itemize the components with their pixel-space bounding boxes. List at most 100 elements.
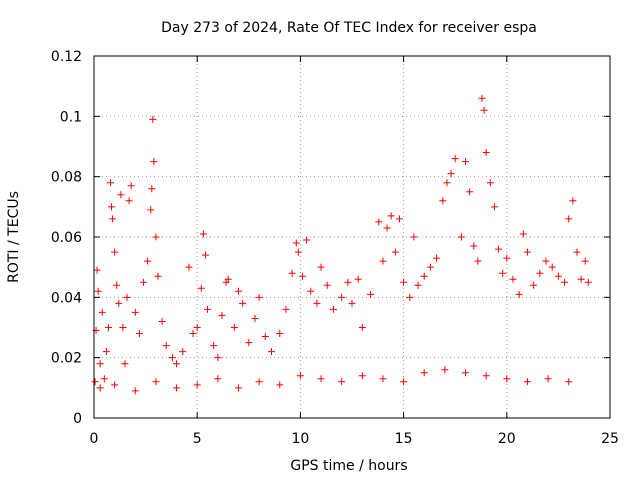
- data-point: [400, 378, 408, 386]
- y-tick-label: 0.1: [60, 109, 82, 125]
- data-point: [584, 278, 592, 286]
- data-point: [123, 293, 131, 301]
- x-tick-label: 20: [498, 431, 516, 447]
- data-point: [420, 272, 428, 280]
- data-point: [127, 182, 135, 190]
- data-point: [234, 287, 242, 295]
- data-point: [230, 324, 238, 331]
- data-point: [573, 248, 581, 256]
- data-point: [379, 375, 387, 383]
- y-tick-label: 0: [73, 411, 82, 427]
- data-point: [443, 179, 451, 187]
- data-point: [150, 158, 158, 166]
- data-point: [108, 203, 116, 211]
- data-point: [185, 263, 193, 271]
- data-point: [395, 215, 403, 223]
- data-point: [179, 348, 187, 356]
- data-point: [420, 369, 428, 377]
- data-point: [268, 348, 276, 356]
- data-point: [98, 308, 106, 316]
- data-point: [154, 272, 162, 280]
- data-point: [462, 158, 470, 166]
- data-point: [486, 179, 494, 187]
- x-tick-label: 10: [291, 431, 309, 447]
- data-point: [255, 293, 263, 301]
- data-point: [303, 236, 311, 244]
- data-point: [447, 170, 455, 178]
- data-point: [234, 384, 242, 392]
- data-point: [480, 106, 488, 114]
- data-point: [197, 284, 205, 292]
- data-point: [433, 254, 441, 262]
- data-point: [358, 324, 366, 331]
- data-point: [569, 197, 577, 205]
- data-point: [121, 360, 129, 368]
- data-point: [224, 275, 232, 283]
- x-axis-label: GPS time / hours: [290, 458, 407, 474]
- data-point: [358, 372, 366, 380]
- data-point: [451, 155, 459, 163]
- data-point: [329, 305, 337, 313]
- data-point: [131, 308, 139, 316]
- data-point: [144, 257, 152, 265]
- data-point: [214, 375, 222, 383]
- data-point: [94, 287, 102, 295]
- data-point: [199, 230, 207, 238]
- data-point: [503, 254, 511, 262]
- data-point: [152, 378, 160, 386]
- chart-title: Day 273 of 2024, Rate Of TEC Index for r…: [161, 20, 537, 36]
- data-point: [462, 369, 470, 377]
- data-point: [307, 287, 315, 295]
- data-point: [261, 333, 269, 341]
- data-point: [406, 293, 414, 301]
- data-point: [125, 197, 133, 205]
- data-point: [317, 375, 325, 383]
- data-point: [204, 305, 212, 313]
- data-point: [391, 248, 399, 256]
- y-tick-label: 0.02: [51, 351, 82, 367]
- x-tick-label: 0: [90, 431, 99, 447]
- y-tick-label: 0.04: [51, 290, 82, 306]
- data-point: [313, 299, 321, 307]
- data-point: [111, 248, 119, 256]
- x-tick-label: 15: [395, 431, 413, 447]
- data-point: [148, 185, 156, 193]
- data-point: [245, 339, 253, 347]
- data-point: [104, 324, 112, 331]
- data-point: [482, 149, 490, 157]
- data-point: [544, 375, 552, 383]
- data-point: [210, 342, 218, 350]
- data-point: [348, 299, 356, 307]
- data-point: [530, 281, 538, 289]
- x-tick-label: 25: [601, 431, 619, 447]
- data-point: [387, 212, 395, 220]
- data-point: [499, 269, 507, 277]
- data-point: [96, 384, 104, 392]
- data-point: [375, 218, 383, 226]
- data-point: [344, 278, 352, 286]
- data-point: [173, 360, 181, 368]
- y-tick-label: 0.12: [51, 49, 82, 65]
- data-point: [158, 317, 166, 325]
- data-point: [100, 375, 108, 383]
- data-point: [239, 299, 247, 307]
- data-point: [111, 381, 119, 389]
- data-point: [565, 378, 573, 386]
- data-point: [577, 275, 585, 283]
- data-point: [152, 233, 160, 241]
- data-point: [296, 372, 304, 380]
- data-point: [276, 330, 284, 338]
- data-point: [149, 115, 157, 123]
- data-point: [503, 375, 511, 383]
- data-point: [482, 372, 490, 380]
- data-point: [323, 281, 331, 289]
- data-point: [515, 290, 523, 298]
- data-point: [441, 366, 449, 374]
- data-point: [519, 230, 527, 238]
- data-point: [554, 272, 562, 280]
- data-point: [201, 251, 209, 259]
- data-point: [140, 278, 148, 286]
- data-point: [193, 381, 201, 389]
- data-point: [115, 299, 123, 307]
- data-point: [113, 281, 121, 289]
